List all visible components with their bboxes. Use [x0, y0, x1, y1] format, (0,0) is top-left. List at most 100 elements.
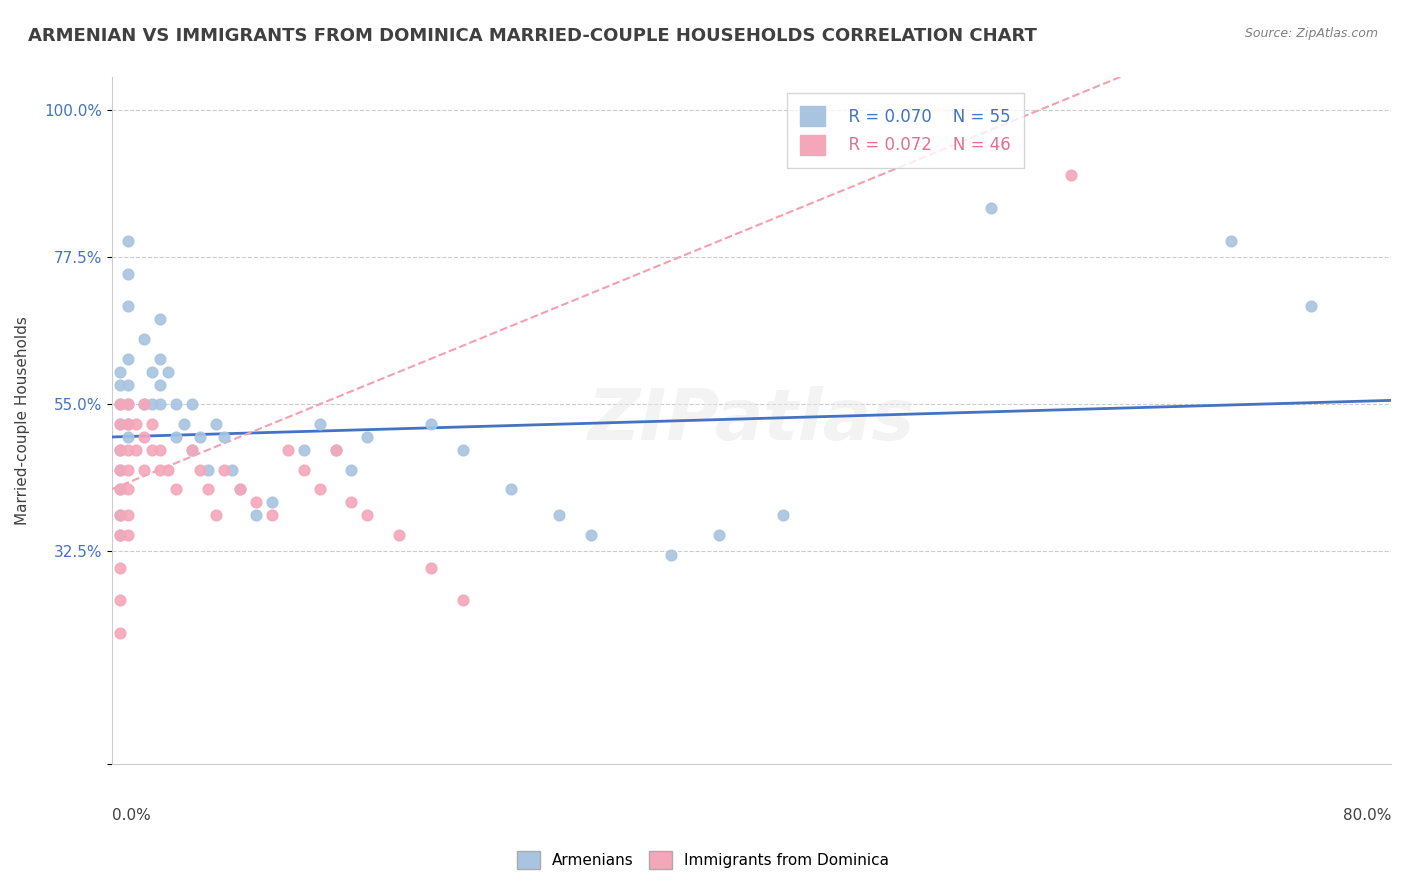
Point [709, 528, 731, 542]
Point [117, 430, 139, 444]
Point [180, 443, 202, 458]
Point [188, 463, 211, 477]
Point [453, 443, 475, 458]
Point [245, 508, 267, 523]
Point [149, 351, 172, 366]
Point [277, 443, 299, 458]
Point [132, 397, 155, 411]
Point [292, 443, 315, 458]
Point [772, 508, 794, 523]
Point [1220, 234, 1243, 248]
Point [108, 443, 131, 458]
Point [204, 417, 226, 431]
Point [260, 508, 283, 523]
Point [117, 483, 139, 497]
Point [117, 234, 139, 248]
Point [149, 312, 172, 326]
Point [117, 508, 139, 523]
Point [149, 397, 172, 411]
Point [108, 397, 131, 411]
Point [124, 443, 146, 458]
Point [659, 548, 682, 562]
Point [221, 463, 243, 477]
Point [165, 430, 187, 444]
Point [245, 495, 267, 509]
Text: 80.0%: 80.0% [1343, 808, 1391, 823]
Point [180, 443, 202, 458]
Point [308, 417, 330, 431]
Point [356, 430, 378, 444]
Point [980, 201, 1002, 215]
Point [228, 483, 250, 497]
Legend: Armenians, Immigrants from Dominica: Armenians, Immigrants from Dominica [510, 845, 896, 875]
Point [108, 463, 131, 477]
Point [340, 463, 363, 477]
Point [108, 417, 131, 431]
Point [124, 417, 146, 431]
Y-axis label: Married-couple Households: Married-couple Households [15, 316, 30, 525]
Point [165, 397, 187, 411]
Point [501, 483, 523, 497]
Point [117, 397, 139, 411]
Point [117, 397, 139, 411]
Point [108, 397, 131, 411]
Point [156, 463, 179, 477]
Point [325, 443, 347, 458]
Point [117, 443, 139, 458]
Point [212, 430, 235, 444]
Text: ARMENIAN VS IMMIGRANTS FROM DOMINICA MARRIED-COUPLE HOUSEHOLDS CORRELATION CHART: ARMENIAN VS IMMIGRANTS FROM DOMINICA MAR… [28, 27, 1038, 45]
Text: Source: ZipAtlas.com: Source: ZipAtlas.com [1244, 27, 1378, 40]
Point [108, 508, 131, 523]
Point [197, 483, 219, 497]
Point [108, 365, 131, 379]
Point [356, 508, 378, 523]
Point [117, 267, 139, 281]
Point [308, 483, 330, 497]
Point [581, 528, 603, 542]
Point [325, 443, 347, 458]
Point [156, 365, 179, 379]
Point [340, 495, 363, 509]
Point [108, 626, 131, 640]
Point [453, 593, 475, 607]
Point [117, 463, 139, 477]
Point [108, 560, 131, 574]
Point [117, 417, 139, 431]
Point [188, 430, 211, 444]
Point [260, 495, 283, 509]
Point [117, 528, 139, 542]
Point [149, 463, 172, 477]
Point [108, 443, 131, 458]
Point [180, 397, 202, 411]
Point [141, 443, 163, 458]
Point [197, 463, 219, 477]
Point [141, 417, 163, 431]
Point [1060, 169, 1083, 183]
Point [108, 483, 131, 497]
Point [132, 397, 155, 411]
Point [108, 483, 131, 497]
Point [117, 417, 139, 431]
Point [149, 377, 172, 392]
Point [108, 593, 131, 607]
Point [132, 430, 155, 444]
Point [117, 299, 139, 313]
Point [117, 351, 139, 366]
Point [388, 528, 411, 542]
Point [108, 528, 131, 542]
Point [165, 483, 187, 497]
Point [108, 463, 131, 477]
Text: ZIPatlas: ZIPatlas [588, 386, 915, 455]
Point [292, 463, 315, 477]
Point [141, 397, 163, 411]
Point [132, 332, 155, 346]
Legend:   R = 0.070    N = 55,   R = 0.072    N = 46: R = 0.070 N = 55, R = 0.072 N = 46 [787, 93, 1025, 169]
Point [141, 365, 163, 379]
Point [173, 417, 195, 431]
Point [108, 508, 131, 523]
Text: 0.0%: 0.0% [111, 808, 150, 823]
Point [420, 417, 443, 431]
Point [420, 560, 443, 574]
Point [108, 528, 131, 542]
Point [132, 463, 155, 477]
